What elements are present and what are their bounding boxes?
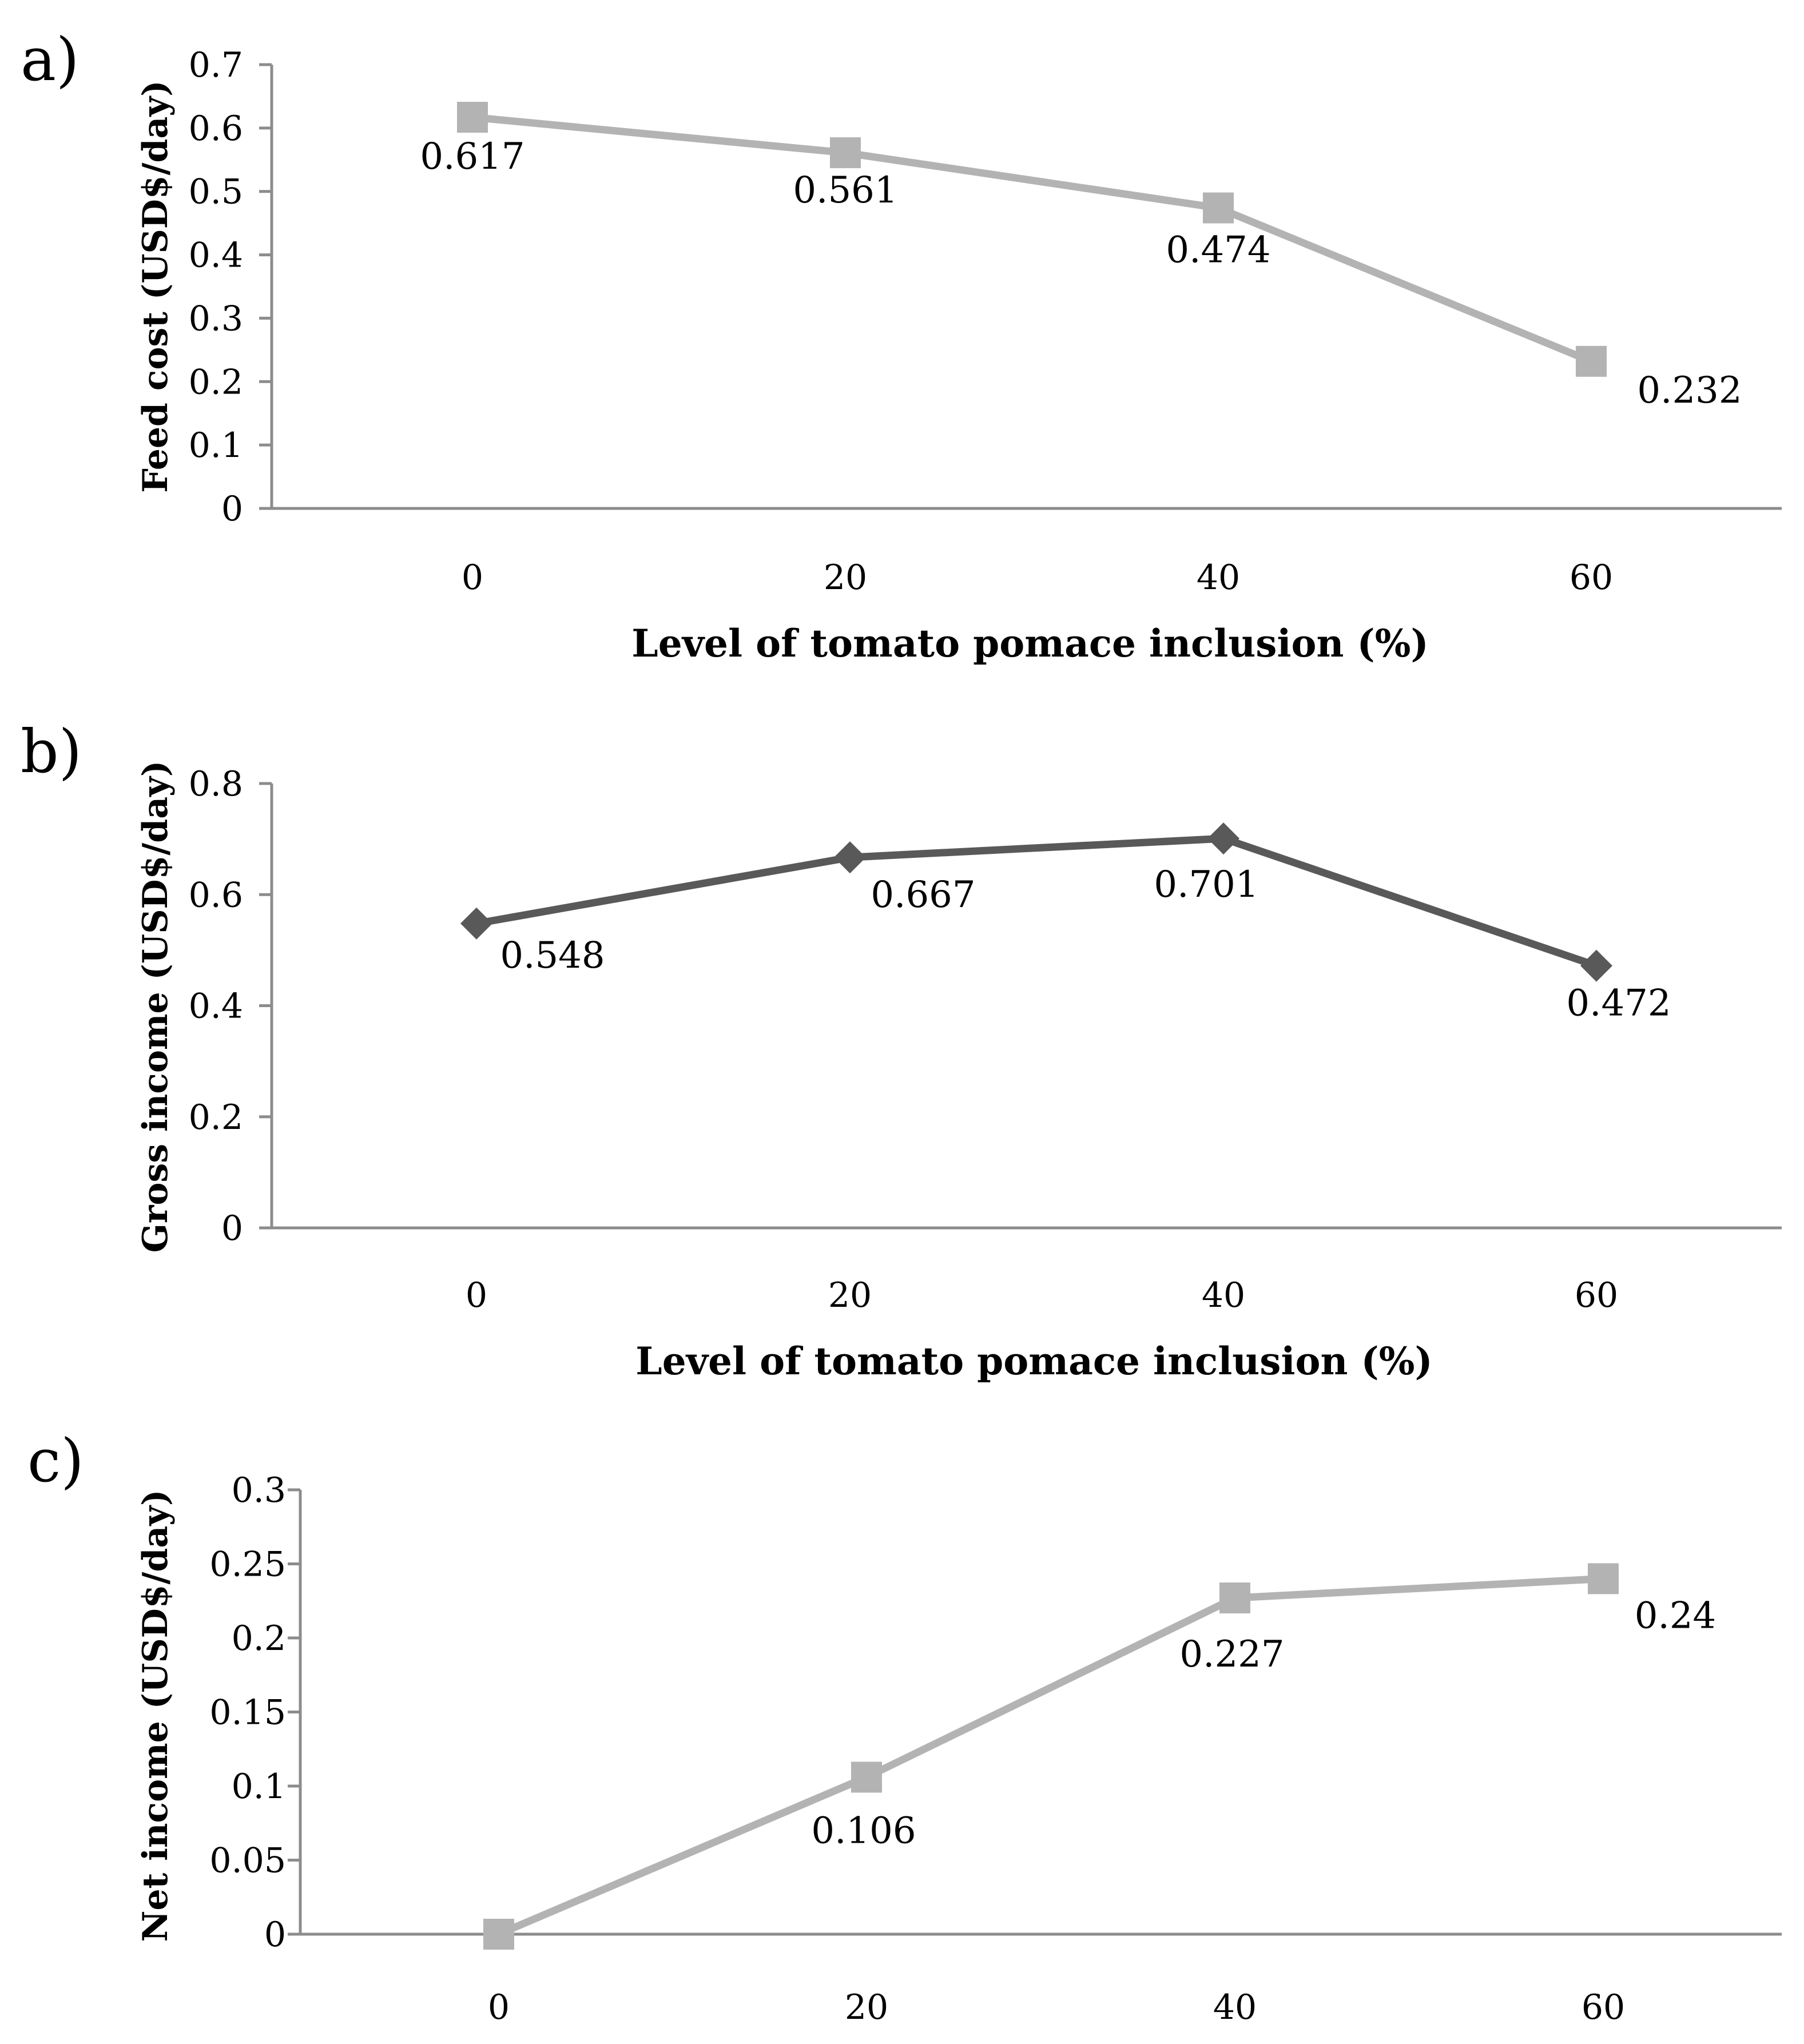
chart-panel-a: a) 0 0.1 0.2 0.3 0.4 0.5 0.6 0.7 0 20 40 60 Level of … xyxy=(21,25,1782,666)
data-label: 0.667 xyxy=(871,874,975,916)
y-axis-title: Net income (USD$/day) xyxy=(136,1490,176,1942)
series-line xyxy=(497,1574,1604,1938)
chart-panel-c: c) 0 0.05 0.1 0.15 0.2 0.25 0.3 0 20 40 60 Net incom… xyxy=(27,1426,1782,2027)
y-tick-label: 0.15 xyxy=(209,1693,286,1733)
panel-letter: c) xyxy=(27,1426,84,1496)
data-point-marker xyxy=(1219,1582,1250,1614)
data-point-marker xyxy=(834,841,866,874)
data-point-marker xyxy=(457,102,488,133)
data-label: 0.232 xyxy=(1637,369,1742,412)
y-tick-label: 0.4 xyxy=(189,236,243,276)
panel-letter: b) xyxy=(21,717,82,786)
data-label: 0.24 xyxy=(1635,1594,1716,1637)
x-axis-title: Level of tomato pomace inclusion (%) xyxy=(631,621,1428,666)
y-axis-title: Feed cost (USD$/day) xyxy=(136,80,176,492)
y-tick-label: 0.3 xyxy=(232,1470,286,1510)
y-axis-title: Gross income (USD$/day) xyxy=(136,761,176,1253)
x-tick-label: 20 xyxy=(824,558,867,598)
x-tick-label: 40 xyxy=(1202,1275,1245,1315)
data-point-marker xyxy=(1576,345,1607,377)
y-tick-label: 0.5 xyxy=(189,172,243,212)
y-tick-label: 0.2 xyxy=(189,1097,243,1138)
series-line xyxy=(475,834,1598,969)
data-label: 0.548 xyxy=(500,934,605,977)
y-tick-label: 0.7 xyxy=(189,45,243,85)
y-tick-label: 0 xyxy=(221,1208,243,1248)
data-point-marker xyxy=(1588,1563,1619,1594)
panel-letter: a) xyxy=(21,25,80,94)
data-point-marker xyxy=(830,137,861,169)
x-tick-label: 20 xyxy=(828,1275,872,1315)
y-tick-label: 0.2 xyxy=(232,1619,286,1659)
y-tick-label: 0.05 xyxy=(209,1841,286,1881)
y-tick-label: 0.1 xyxy=(189,425,243,466)
data-point-marker xyxy=(483,1919,514,1950)
x-tick-label: 60 xyxy=(1582,1987,1625,2027)
data-label: 0.617 xyxy=(420,136,524,178)
y-tick-label: 0.6 xyxy=(189,109,243,149)
x-axis-title: Level of tomato pomace inclusion (%) xyxy=(635,1339,1432,1383)
x-tick-label: 0 xyxy=(462,558,483,598)
data-label: 0.561 xyxy=(793,169,897,212)
x-tick-label: 60 xyxy=(1569,558,1613,598)
x-tick-label: 20 xyxy=(845,1987,888,2027)
x-tick-label: 40 xyxy=(1213,1987,1257,2027)
y-tick-label: 0 xyxy=(264,1915,286,1955)
y-tick-label: 0.3 xyxy=(189,299,243,339)
y-tick-label: 0 xyxy=(221,489,243,529)
y-tick-label: 0.2 xyxy=(189,362,243,402)
x-tick-label: 60 xyxy=(1575,1275,1618,1315)
data-label: 0.472 xyxy=(1566,983,1671,1025)
data-point-marker xyxy=(1203,192,1234,224)
data-point-marker xyxy=(1580,949,1612,982)
x-tick-label: 40 xyxy=(1197,558,1240,598)
y-tick-label: 0.1 xyxy=(232,1767,286,1807)
y-tick-label: 0.6 xyxy=(189,875,243,915)
data-label: 0.227 xyxy=(1179,1633,1284,1676)
data-label: 0.701 xyxy=(1154,864,1258,906)
y-tick-label: 0.4 xyxy=(189,987,243,1027)
y-tick-label: 0.25 xyxy=(209,1545,286,1585)
data-label: 0.474 xyxy=(1166,229,1270,272)
chart-panel-b: b) 0 0.2 0.4 0.6 0.8 0 20 40 60 Level of tomato po… xyxy=(21,717,1782,1383)
series-line xyxy=(472,113,1593,365)
data-point-marker xyxy=(460,907,492,940)
data-point-marker xyxy=(851,1761,882,1793)
y-tick-label: 0.8 xyxy=(189,764,243,804)
data-point-marker xyxy=(1207,822,1239,855)
x-tick-label: 0 xyxy=(466,1275,487,1315)
data-label: 0.106 xyxy=(811,1810,916,1852)
x-tick-label: 0 xyxy=(488,1987,510,2027)
